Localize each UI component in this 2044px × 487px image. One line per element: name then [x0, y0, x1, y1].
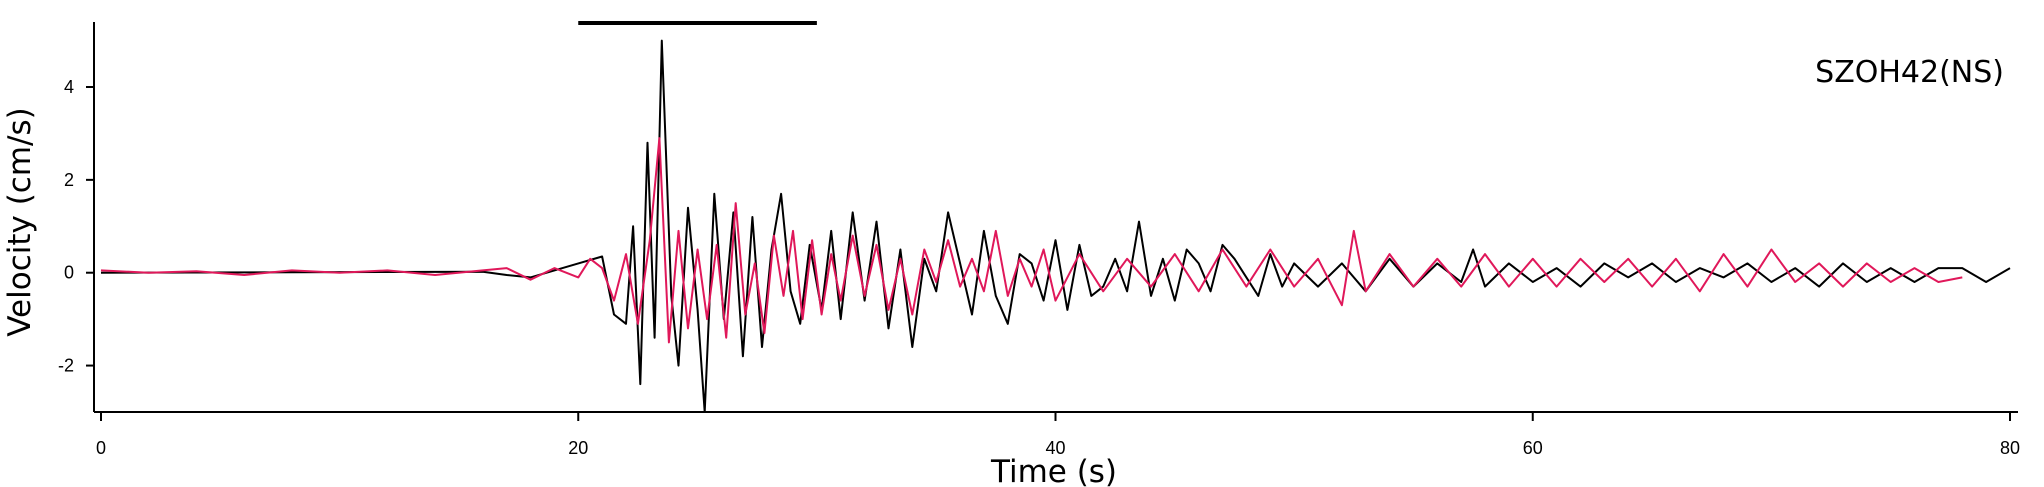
x-axis-ticks: 0 20 40 60 80	[96, 412, 2020, 458]
x-tick-label: 80	[2000, 438, 2020, 458]
x-axis-title: Time (s)	[990, 454, 1117, 487]
y-tick-label: 2	[64, 170, 74, 190]
x-tick-label: 60	[1523, 438, 1543, 458]
y-axis-title: Velocity (cm/s)	[2, 107, 38, 337]
y-tick-label: 0	[64, 263, 74, 283]
axes	[93, 22, 2018, 413]
x-tick-label: 40	[1045, 438, 1065, 458]
station-label: SZOH42(NS)	[1815, 55, 2004, 90]
series-group	[100, 39, 2011, 413]
x-tick-label: 20	[568, 438, 588, 458]
y-axis-ticks: -2 0 2 4	[58, 77, 94, 376]
series-line-2	[100, 137, 1963, 344]
x-tick-label: 0	[96, 438, 106, 458]
y-tick-label: 4	[64, 77, 74, 97]
series-line-1	[100, 39, 2011, 413]
y-tick-label: -2	[58, 356, 74, 376]
